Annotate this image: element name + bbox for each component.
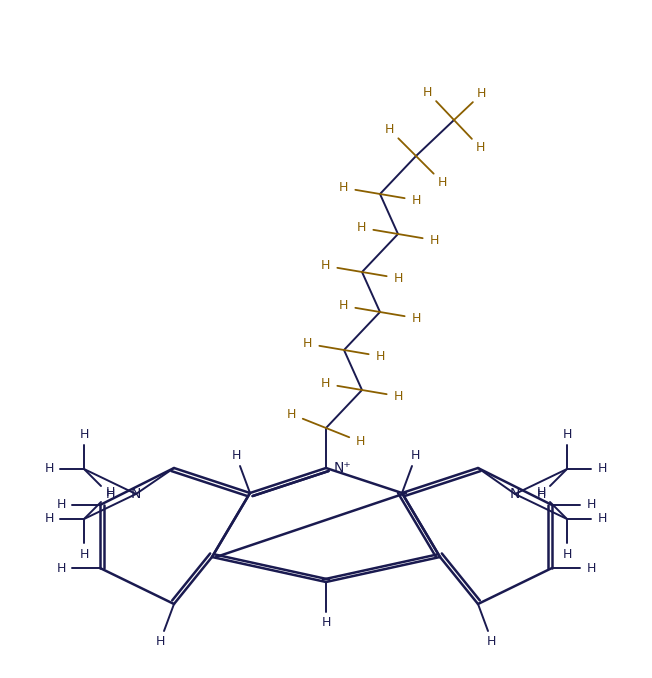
Text: H: H bbox=[411, 450, 421, 462]
Text: H: H bbox=[321, 616, 331, 629]
Text: H: H bbox=[537, 487, 546, 500]
Text: H: H bbox=[597, 513, 607, 525]
Text: H: H bbox=[537, 489, 546, 502]
Text: H: H bbox=[303, 338, 312, 351]
Text: N: N bbox=[131, 487, 141, 501]
Text: H: H bbox=[231, 450, 241, 462]
Text: H: H bbox=[80, 428, 89, 441]
Text: H: H bbox=[287, 407, 296, 421]
Text: H: H bbox=[412, 194, 421, 207]
Text: H: H bbox=[44, 462, 53, 475]
Text: H: H bbox=[155, 635, 165, 647]
Text: H: H bbox=[586, 498, 596, 511]
Text: H: H bbox=[430, 234, 439, 247]
Text: H: H bbox=[477, 87, 486, 100]
Text: H: H bbox=[394, 390, 403, 403]
Text: H: H bbox=[423, 86, 432, 99]
Text: H: H bbox=[339, 181, 348, 195]
Text: H: H bbox=[597, 462, 607, 475]
Text: H: H bbox=[80, 548, 89, 561]
Text: H: H bbox=[487, 635, 497, 647]
Text: H: H bbox=[56, 561, 66, 574]
Text: H: H bbox=[475, 141, 485, 154]
Text: H: H bbox=[356, 435, 365, 448]
Text: H: H bbox=[106, 489, 115, 502]
Text: H: H bbox=[385, 123, 394, 136]
Text: H: H bbox=[56, 498, 66, 511]
Text: H: H bbox=[321, 378, 330, 391]
Text: H: H bbox=[357, 221, 366, 235]
Text: H: H bbox=[376, 350, 385, 363]
Text: H: H bbox=[339, 299, 348, 313]
Text: H: H bbox=[412, 312, 421, 325]
Text: H: H bbox=[106, 487, 115, 500]
Text: H: H bbox=[394, 272, 403, 285]
Text: H: H bbox=[44, 513, 53, 525]
Text: H: H bbox=[562, 428, 572, 441]
Text: H: H bbox=[586, 561, 596, 574]
Text: H: H bbox=[562, 548, 572, 561]
Text: N: N bbox=[510, 487, 520, 501]
Text: N⁺: N⁺ bbox=[334, 461, 351, 475]
Text: H: H bbox=[321, 259, 330, 273]
Text: H: H bbox=[437, 176, 447, 188]
